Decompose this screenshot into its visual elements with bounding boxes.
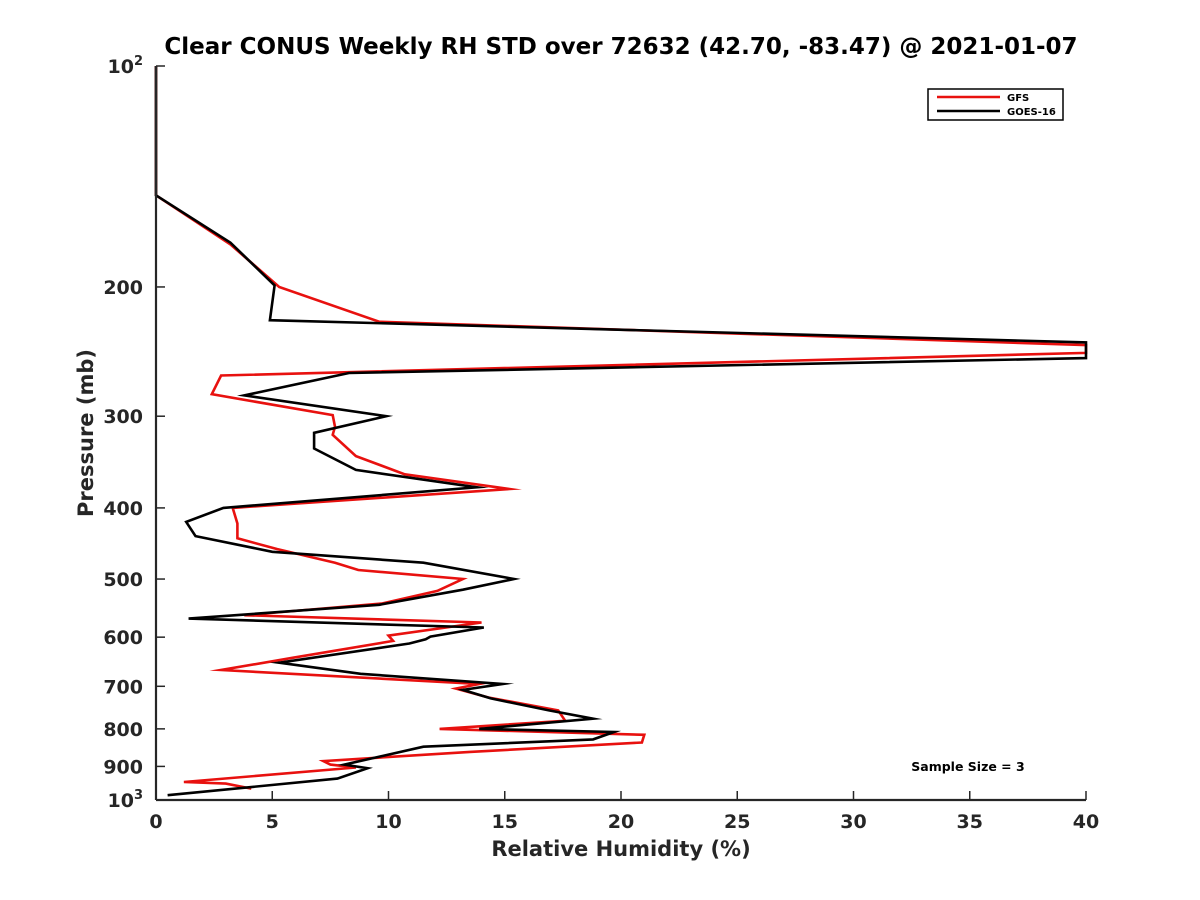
y-tick-label: 400 [103,498,143,520]
series-line-gfs [154,66,1088,790]
chart-title: Clear CONUS Weekly RH STD over 72632 (42… [164,34,1077,60]
legend-box [927,88,1064,121]
x-tick-label: 30 [840,811,866,833]
y-tick-label: 102 [108,54,144,78]
y-tick-label: 103 [108,788,144,812]
sample-size-annotation: Sample Size = 3 [911,759,1024,774]
y-tick-label: 900 [103,756,143,778]
y-tick-label: 600 [103,627,143,649]
legend-label-gfs: GFS [1007,93,1029,104]
legend: GFS GOES-16 [927,88,1064,121]
series-line-goes16 [154,66,1088,797]
y-axis-title: Pressure (mb) [74,349,98,517]
legend-label-goes16: GOES-16 [1007,107,1056,118]
y-tick-label: 700 [103,676,143,698]
y-axis-ticks: 102 200 300 400 500 600 700 800 900 103 [103,54,165,812]
y-tick-label: 300 [103,406,143,428]
y-tick-label: 800 [103,719,143,741]
plot-area [154,66,1088,797]
x-tick-label: 15 [492,811,518,833]
y-tick-label: 200 [103,277,143,299]
x-tick-label: 5 [266,811,279,833]
x-tick-label: 35 [957,811,983,833]
y-tick-label: 500 [103,569,143,591]
x-tick-label: 40 [1073,811,1099,833]
x-tick-label: 20 [608,811,634,833]
x-tick-label: 10 [375,811,401,833]
x-tick-label: 0 [149,811,162,833]
x-tick-label: 25 [724,811,750,833]
x-axis-title: Relative Humidity (%) [491,837,750,861]
x-axis-ticks: 0 5 10 15 20 25 30 35 40 [149,791,1099,833]
